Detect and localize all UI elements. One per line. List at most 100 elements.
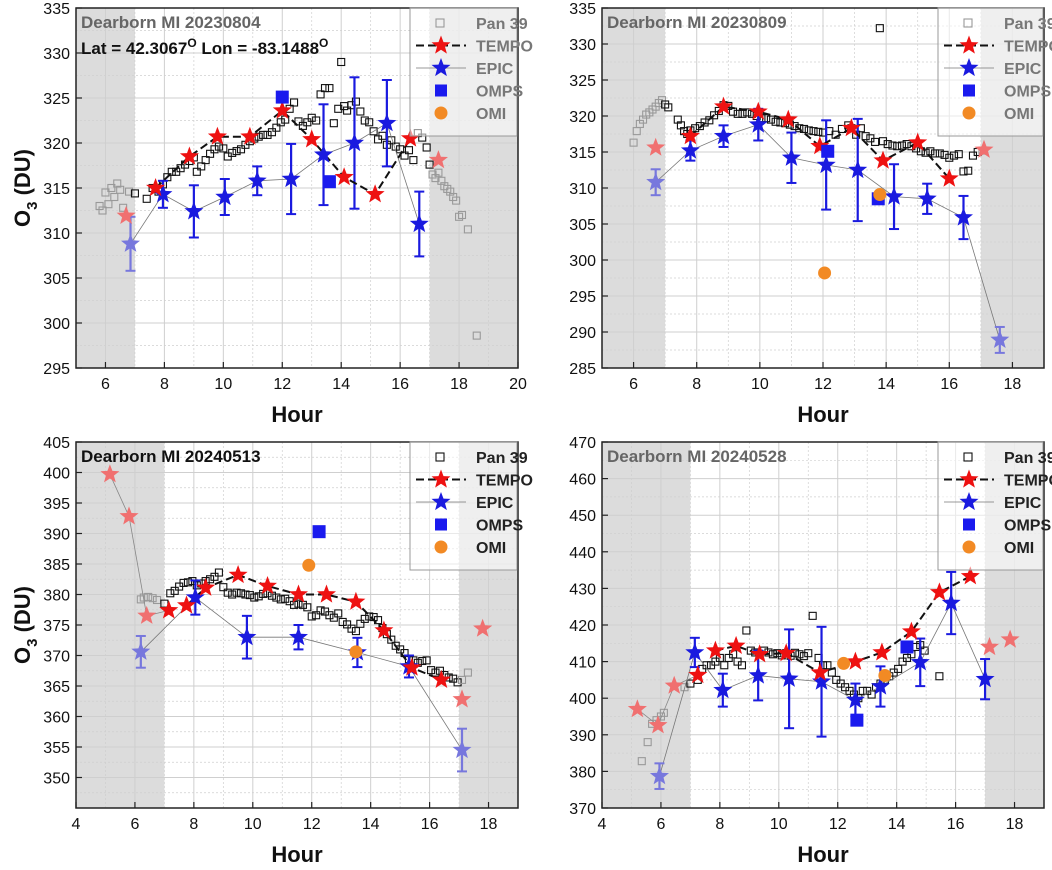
x-tick-label: 12 <box>814 376 832 393</box>
pandora-point <box>861 132 870 141</box>
panel-4: 4 6 8 10 12 14 16 18 370 380 390 400 410 420 430 440 450… <box>569 435 1052 867</box>
pandora-point <box>795 124 804 133</box>
pandora-point <box>214 142 223 151</box>
legend: Pan 39 TEMPO EPIC OMPS OMI <box>937 441 1052 571</box>
pandora-point <box>431 174 440 183</box>
y-tick-label: 335 <box>43 1 70 18</box>
pandora-point <box>166 589 175 598</box>
pandora-point <box>440 182 449 191</box>
epic-point <box>237 627 257 646</box>
y-tick-label: 320 <box>569 109 596 126</box>
epic-point <box>954 207 973 226</box>
x-tick-label: 16 <box>421 816 439 833</box>
pandora-point <box>360 614 369 623</box>
legend-marker-omps <box>963 518 975 531</box>
legend-marker-pandora <box>435 452 445 462</box>
pandora-point <box>804 126 813 135</box>
y-tick-label: 305 <box>569 217 596 234</box>
tempo-point <box>960 566 980 585</box>
legend-marker-pandora <box>963 452 973 462</box>
y-tick-label: 375 <box>43 618 70 635</box>
pandora-point <box>259 130 268 139</box>
legend-marker-tempo <box>959 35 979 54</box>
legend-label: EPIC <box>1004 495 1042 512</box>
pandora-point <box>228 590 237 599</box>
pandora-point <box>101 188 110 197</box>
y-axis-label-sub: 3 <box>24 639 41 647</box>
pandora-point <box>743 108 752 117</box>
pandora-point <box>104 200 113 209</box>
omi-point <box>818 266 832 280</box>
epic-point <box>153 184 173 203</box>
legend-label: TEMPO <box>476 473 533 490</box>
y-tick-label: 300 <box>569 253 596 270</box>
y-tick-label: 370 <box>569 801 596 818</box>
tempo-point <box>901 621 921 640</box>
epic-point <box>714 126 734 145</box>
y-axis-label-sub: 3 <box>24 202 41 210</box>
legend-label: Pan 39 <box>476 450 528 467</box>
pandora-point <box>250 593 259 602</box>
tempo-point <box>119 506 139 525</box>
epic-point <box>131 641 151 660</box>
x-tick-label: 10 <box>214 376 232 393</box>
y-tick-label: 370 <box>43 649 70 666</box>
y-tick-label: 400 <box>569 691 596 708</box>
x-tick-label: 20 <box>509 376 527 393</box>
epic-point <box>870 676 890 695</box>
pandora-point <box>236 145 246 154</box>
legend-marker-omi <box>962 540 976 554</box>
y-tick-label: 310 <box>569 181 596 198</box>
pandora-point <box>710 111 719 120</box>
y-tick-label: 325 <box>569 73 596 90</box>
x-tick-label: 16 <box>391 376 409 393</box>
pandora-point <box>307 612 316 621</box>
pandora-point <box>790 122 799 131</box>
subtitle-degree: O <box>319 36 328 50</box>
legend-label: OMI <box>1004 540 1034 557</box>
pandora-point <box>192 167 201 176</box>
tempo-point <box>228 565 248 584</box>
y-axis-label-main: O <box>10 647 35 664</box>
pandora-point <box>705 116 714 125</box>
pandora-point <box>434 168 443 177</box>
pandora-point <box>201 156 210 165</box>
y-tick-label: 320 <box>43 136 70 153</box>
tempo-point <box>179 146 199 165</box>
y-tick-label: 295 <box>569 289 596 306</box>
y-tick-label: 285 <box>569 361 596 378</box>
pandora-point <box>894 664 903 673</box>
pandora-point <box>404 146 414 155</box>
legend-marker-omps <box>435 518 447 531</box>
y-axis-label-unit: (DU) <box>10 586 35 639</box>
y-tick-label: 390 <box>43 527 70 544</box>
y-tick-label: 460 <box>569 472 596 489</box>
y-tick-label: 330 <box>43 46 70 63</box>
pandora-point <box>720 661 729 670</box>
epic-point <box>816 155 836 174</box>
pandora-point <box>799 652 808 661</box>
tempo-point <box>841 118 861 137</box>
x-tick-label: 16 <box>947 816 965 833</box>
pandora-point <box>935 149 944 158</box>
pandora-point <box>809 127 818 136</box>
tempo-point <box>137 605 157 624</box>
pandora-point <box>107 183 116 193</box>
y-tick-label: 330 <box>569 37 596 54</box>
y-tick-label: 325 <box>43 91 70 108</box>
panel-title: Dearborn MI 20230804 <box>81 13 261 32</box>
x-tick-label: 14 <box>362 816 380 833</box>
subtitle-lat: Lat = 42.3067 <box>81 39 187 58</box>
pandora-point <box>294 599 303 608</box>
pandora-point <box>808 611 817 620</box>
tempo-point <box>100 464 120 483</box>
tempo-point <box>177 595 196 614</box>
legend-label: EPIC <box>476 61 514 78</box>
y-tick-label: 315 <box>43 181 70 198</box>
pandora-point <box>964 166 973 175</box>
y-axis-label: O3 (DU) <box>10 149 41 227</box>
pandora-point <box>418 656 427 666</box>
pandora-point <box>148 594 157 603</box>
pandora-point <box>396 145 405 154</box>
epic-point <box>845 690 865 709</box>
